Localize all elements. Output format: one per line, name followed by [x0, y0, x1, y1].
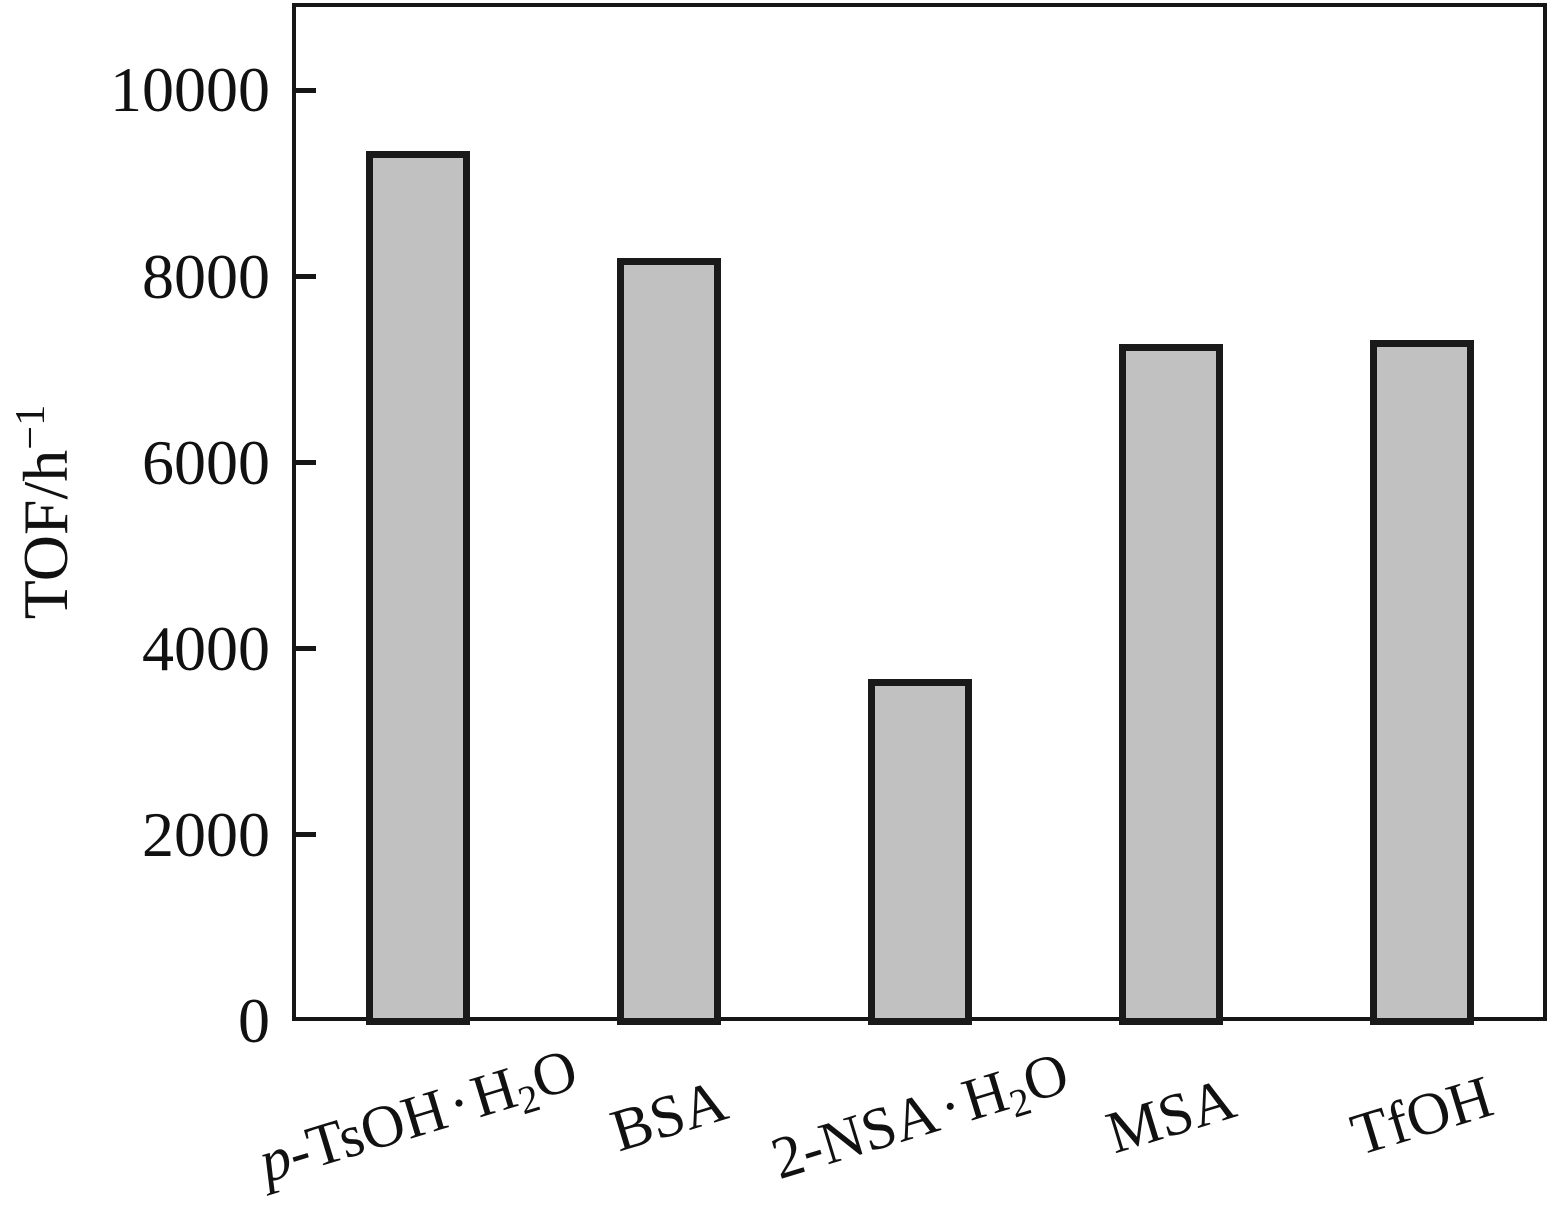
- x-tick-label: p-TsOH·H2O: [250, 1035, 584, 1197]
- x-tick-label: TfOH: [1343, 1062, 1500, 1170]
- y-tick-mark: [296, 87, 316, 93]
- x-tick-label: 2-NSA·H2O: [763, 1038, 1076, 1193]
- y-tick-label: 4000: [142, 612, 270, 684]
- x-tick-label: BSA: [603, 1066, 735, 1166]
- y-tick-mark: [296, 646, 316, 652]
- y-tick-mark: [296, 832, 316, 838]
- bar: [1369, 339, 1474, 1025]
- y-tick-mark: [296, 460, 316, 466]
- bar: [1118, 343, 1223, 1025]
- label-text: MSA: [1098, 1064, 1243, 1167]
- bar: [365, 150, 470, 1025]
- bar: [867, 679, 972, 1025]
- y-tick-label: 8000: [142, 240, 270, 312]
- label-text: TfOH: [1343, 1063, 1500, 1169]
- y-tick-label: 0: [238, 985, 270, 1056]
- label-text: -TsOH: [279, 1075, 454, 1187]
- bar: [616, 257, 721, 1025]
- label-text: 2-NSA: [763, 1079, 946, 1192]
- y-tick-label: 2000: [142, 798, 270, 870]
- label-text: BSA: [602, 1066, 734, 1165]
- y-tick-label: 10000: [110, 54, 270, 126]
- x-tick-label: MSA: [1098, 1064, 1243, 1168]
- y-tick-mark: [296, 274, 316, 280]
- y-tick-label: 6000: [142, 426, 270, 498]
